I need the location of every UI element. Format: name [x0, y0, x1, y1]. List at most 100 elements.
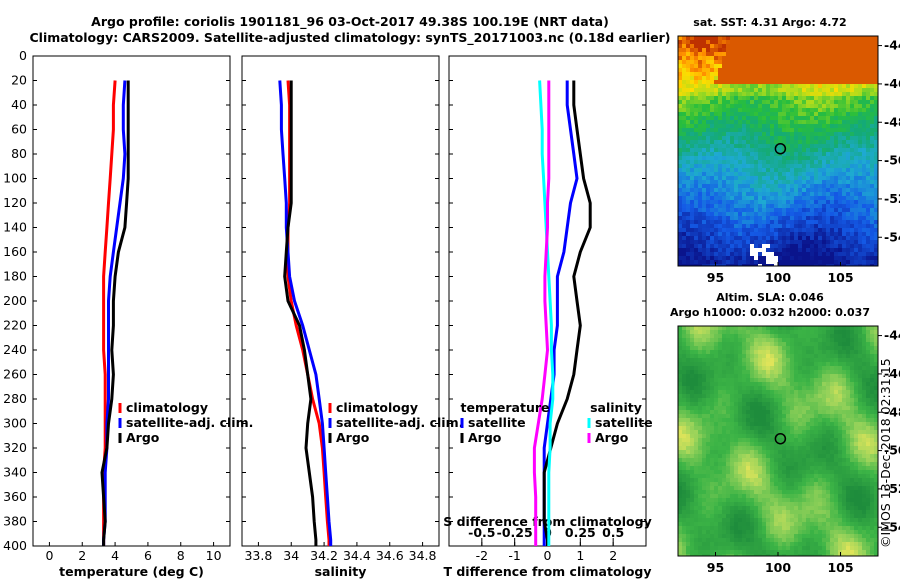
- map-cell: [814, 394, 818, 398]
- map-cell: [830, 370, 834, 374]
- map-cell: [822, 338, 826, 342]
- map-cell: [802, 366, 806, 370]
- map-cell: [742, 342, 746, 346]
- map-cell: [730, 406, 734, 410]
- map-cell: [750, 232, 754, 236]
- map-cell: [846, 104, 850, 108]
- map-cell: [730, 148, 734, 152]
- map-cell: [706, 48, 710, 52]
- map-cell: [678, 208, 682, 212]
- map-cell: [814, 96, 818, 100]
- map-cell: [810, 156, 814, 160]
- map-cell: [790, 136, 794, 140]
- map-cell: [722, 216, 726, 220]
- map-cell: [714, 56, 718, 60]
- map-cell: [686, 430, 690, 434]
- map-cell: [782, 366, 786, 370]
- map-cell: [850, 402, 854, 406]
- map-cell: [842, 446, 846, 450]
- map-cell: [750, 156, 754, 160]
- map-cell: [830, 88, 834, 92]
- map-cell: [726, 192, 730, 196]
- map-cell: [798, 220, 802, 224]
- map-cell: [834, 140, 838, 144]
- map-cell: [830, 192, 834, 196]
- map-cell: [786, 220, 790, 224]
- map-cell: [806, 390, 810, 394]
- map-cell: [738, 454, 742, 458]
- map-cell: [758, 434, 762, 438]
- map-cell: [794, 362, 798, 366]
- map-cell: [802, 152, 806, 156]
- map-cell: [854, 172, 858, 176]
- map-cell: [774, 168, 778, 172]
- map-cell: [754, 446, 758, 450]
- map-cell: [802, 426, 806, 430]
- map-cell: [782, 84, 786, 88]
- map-cell: [678, 40, 682, 44]
- map-cell: [686, 390, 690, 394]
- map-cell: [874, 330, 878, 334]
- map-cell: [870, 204, 874, 208]
- map-cell: [830, 350, 834, 354]
- map-cell: [750, 466, 754, 470]
- map-cell: [774, 140, 778, 144]
- map-cell: [778, 164, 782, 168]
- map-cell: [778, 132, 782, 136]
- map-cell: [810, 326, 814, 330]
- map-cell: [706, 402, 710, 406]
- map-cell: [874, 192, 878, 196]
- map-cell: [834, 382, 838, 386]
- map-cell: [702, 252, 706, 256]
- map-cell: [682, 60, 686, 64]
- map-cell: [774, 196, 778, 200]
- map-cell: [830, 68, 834, 72]
- map-cell: [782, 64, 786, 68]
- map-cell: [774, 334, 778, 338]
- map-cell: [750, 192, 754, 196]
- map-cell: [870, 442, 874, 446]
- map-cell: [818, 458, 822, 462]
- map-cell: [710, 350, 714, 354]
- map-cell: [702, 144, 706, 148]
- series-line-satellite: [538, 80, 555, 546]
- map-cell: [782, 462, 786, 466]
- map-cell: [686, 248, 690, 252]
- map-cell: [834, 148, 838, 152]
- map-cell: [830, 252, 834, 256]
- map-cell: [854, 354, 858, 358]
- map-cell: [762, 232, 766, 236]
- map-cell: [834, 184, 838, 188]
- map-cell: [846, 240, 850, 244]
- map-cell: [814, 418, 818, 422]
- map-cell: [790, 260, 794, 264]
- map-cell: [794, 220, 798, 224]
- map-cell: [706, 152, 710, 156]
- map-cell: [690, 438, 694, 442]
- map-cell: [722, 470, 726, 474]
- map-cell: [710, 104, 714, 108]
- map-cell: [742, 204, 746, 208]
- map-cell: [758, 394, 762, 398]
- map-cell: [818, 326, 822, 330]
- map-cell: [850, 438, 854, 442]
- map-cell: [694, 148, 698, 152]
- map-cell: [790, 104, 794, 108]
- map-cell: [694, 390, 698, 394]
- map-cell: [758, 406, 762, 410]
- map-cell: [782, 56, 786, 60]
- map-cell: [874, 224, 878, 228]
- map-cell: [810, 88, 814, 92]
- map-cell: [866, 334, 870, 338]
- map-cell: [722, 374, 726, 378]
- map-cell: [682, 410, 686, 414]
- map-cell: [738, 386, 742, 390]
- map-cell: [686, 422, 690, 426]
- map-cell: [758, 128, 762, 132]
- map-cell: [846, 176, 850, 180]
- map-cell: [722, 196, 726, 200]
- map-cell: [702, 418, 706, 422]
- map-cell: [838, 84, 842, 88]
- map-cell: [766, 326, 770, 330]
- map-cell: [714, 224, 718, 228]
